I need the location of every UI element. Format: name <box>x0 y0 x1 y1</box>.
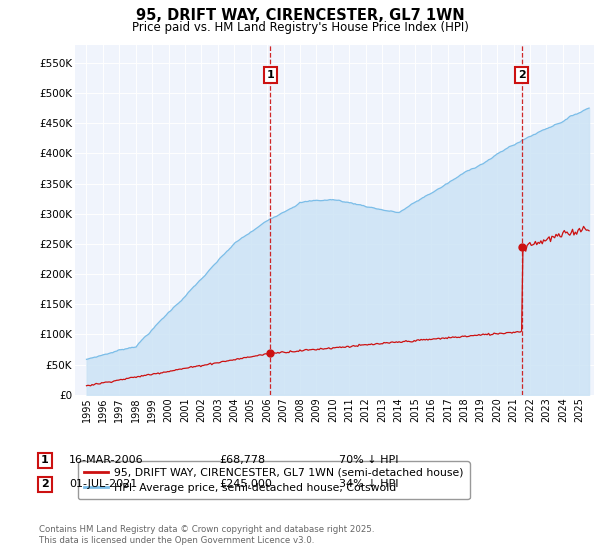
Text: 1: 1 <box>266 70 274 80</box>
Text: 34% ↓ HPI: 34% ↓ HPI <box>339 479 398 489</box>
Text: 01-JUL-2021: 01-JUL-2021 <box>69 479 137 489</box>
Text: 1: 1 <box>41 455 49 465</box>
Text: £68,778: £68,778 <box>219 455 265 465</box>
Text: 70% ↓ HPI: 70% ↓ HPI <box>339 455 398 465</box>
Text: 2: 2 <box>518 70 526 80</box>
Text: Price paid vs. HM Land Registry's House Price Index (HPI): Price paid vs. HM Land Registry's House … <box>131 21 469 34</box>
Text: £245,000: £245,000 <box>219 479 272 489</box>
Text: 95, DRIFT WAY, CIRENCESTER, GL7 1WN: 95, DRIFT WAY, CIRENCESTER, GL7 1WN <box>136 8 464 24</box>
Text: 16-MAR-2006: 16-MAR-2006 <box>69 455 143 465</box>
Legend: 95, DRIFT WAY, CIRENCESTER, GL7 1WN (semi-detached house), HPI: Average price, s: 95, DRIFT WAY, CIRENCESTER, GL7 1WN (sem… <box>78 461 470 500</box>
Text: Contains HM Land Registry data © Crown copyright and database right 2025.
This d: Contains HM Land Registry data © Crown c… <box>39 525 374 545</box>
Text: 2: 2 <box>41 479 49 489</box>
